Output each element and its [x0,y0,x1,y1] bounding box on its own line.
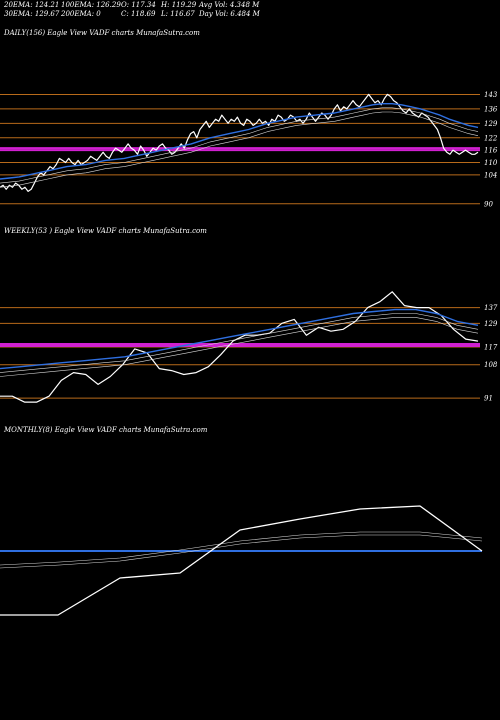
y-tick-label: 129 [484,320,498,328]
y-tick-label: 117 [484,343,498,351]
y-tick-label: 104 [484,171,497,179]
day-vol-readout: Day Vol: 6.484 M [199,10,260,18]
moving-average-line [0,107,479,184]
moving-average-line [0,317,479,377]
moving-average-line [0,111,479,188]
y-tick-label: 110 [484,159,498,167]
y-tick-label: 137 [484,304,498,312]
y-tick-label: 129 [484,120,498,128]
ema20-readout: 20EMA: 124.21 [4,1,60,9]
y-tick-label: 90 [484,200,493,208]
avg-vol-readout: Avg Vol: 4.348 M [199,1,260,9]
weekly-panel-title: WEEKLY(53 ) Eagle View VADF charts Munaf… [4,227,207,235]
y-tick-label: 116 [484,147,498,155]
ema-line [0,308,479,370]
y-tick-label: 108 [484,361,498,369]
moving-average-line [0,313,479,373]
price-line [0,505,483,616]
open-readout: O: 117.34 [121,1,156,9]
y-tick-label: 122 [484,134,498,142]
ema200-readout: 200EMA: 0 [61,10,101,18]
moving-average-line [0,534,483,569]
y-tick-label: 143 [484,91,498,99]
ema30-readout: 30EMA: 129.67 [4,10,60,18]
monthly-panel-title: MONTHLY(8) Eagle View VADF charts Munafa… [4,426,208,434]
moving-average-line [0,531,483,566]
price-line [0,291,479,403]
high-readout: H: 119.29 [161,1,197,9]
low-readout: L: 116.67 [161,10,195,18]
daily-panel-title: DAILY(156) Eagle View VADF charts Munafa… [4,29,200,37]
ema100-readout: 100EMA: 126.29 [61,1,121,9]
close-readout: C: 118.69 [121,10,156,18]
ema-line [0,102,479,180]
y-tick-label: 91 [484,395,493,403]
y-tick-label: 136 [484,105,498,113]
